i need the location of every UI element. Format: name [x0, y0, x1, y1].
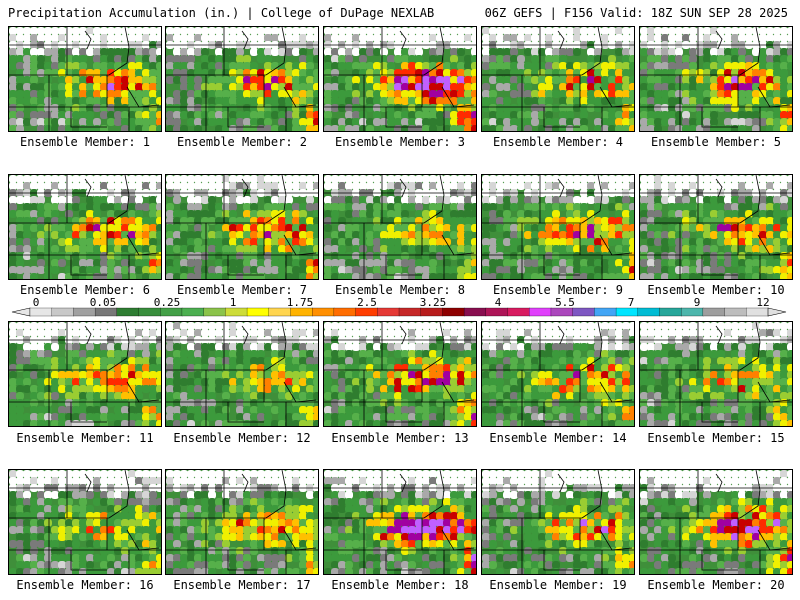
ensemble-member-label: Ensemble Member: 12 [173, 431, 311, 445]
colorbar-swatch [51, 307, 75, 317]
colorbar-tick-label: 5.5 [555, 296, 575, 309]
colorbar-swatch [398, 307, 422, 317]
colorbar-swatch [268, 307, 292, 317]
ensemble-member-map [481, 469, 635, 575]
ensemble-member-map [323, 26, 477, 132]
colorbar-swatch [29, 307, 53, 317]
colorbar-tick-label: 12 [756, 296, 770, 309]
ensemble-member-label: Ensemble Member: 15 [647, 431, 785, 445]
colorbar-swatch [116, 307, 140, 317]
ensemble-member-map [8, 174, 162, 280]
colorbar-tick-label: 1.75 [286, 296, 314, 309]
ensemble-member-label: Ensemble Member: 14 [489, 431, 627, 445]
colorbar-min-arrow [11, 307, 31, 317]
ensemble-member-map [8, 469, 162, 575]
figure-title: Precipitation Accumulation (in.) | Colle… [8, 6, 435, 20]
ensemble-member-map [323, 469, 477, 575]
colorbar-swatch [181, 307, 205, 317]
ensemble-member-label: Ensemble Member: 7 [176, 283, 308, 297]
colorbar-swatch [615, 307, 639, 317]
ensemble-member-label: Ensemble Member: 5 [650, 135, 782, 149]
ensemble-member-map [323, 321, 477, 427]
colorbar-tick-label: 0 [32, 296, 40, 309]
ensemble-member-label: Ensemble Member: 9 [492, 283, 624, 297]
colorbar-swatch [463, 307, 487, 317]
ensemble-member-label: Ensemble Member: 8 [334, 283, 466, 297]
colorbar-tick-label: 7 [627, 296, 635, 309]
ensemble-member-label: Ensemble Member: 3 [334, 135, 466, 149]
ensemble-member-label: Ensemble Member: 13 [331, 431, 469, 445]
ensemble-member-map [165, 174, 319, 280]
colorbar-tick-label: 0.25 [153, 296, 181, 309]
ensemble-member-map [8, 26, 162, 132]
ensemble-member-map [165, 26, 319, 132]
colorbar-swatch [507, 307, 530, 317]
colorbar-swatch [73, 307, 96, 317]
ensemble-member-map [323, 174, 477, 280]
colorbar-swatch [377, 307, 400, 317]
ensemble-member-label: Ensemble Member: 4 [492, 135, 624, 149]
colorbar-swatch [203, 307, 227, 317]
ensemble-member-label: Ensemble Member: 2 [176, 135, 308, 149]
colorbar-swatch [550, 307, 574, 317]
colorbar-swatch [529, 307, 552, 317]
colorbar-tick-label: 1 [229, 296, 237, 309]
colorbar-tick-label: 9 [693, 296, 701, 309]
colorbar-swatch [290, 307, 313, 317]
colorbar-swatch [724, 307, 747, 317]
ensemble-member-map [165, 469, 319, 575]
ensemble-member-label: Ensemble Member: 11 [16, 431, 154, 445]
colorbar-tick-label: 4 [494, 296, 502, 309]
colorbar-swatch [594, 307, 617, 317]
colorbar-swatch [746, 307, 769, 317]
ensemble-member-map [481, 321, 635, 427]
ensemble-member-label: Ensemble Member: 17 [173, 578, 311, 592]
colorbar-swatch [160, 307, 183, 317]
ensemble-member-map [8, 321, 162, 427]
ensemble-member-label: Ensemble Member: 6 [19, 283, 151, 297]
colorbar-swatch [312, 307, 335, 317]
colorbar-swatch [138, 307, 161, 317]
colorbar-swatch [572, 307, 596, 317]
colorbar-swatch [702, 307, 726, 317]
ensemble-member-label: Ensemble Member: 19 [489, 578, 627, 592]
colorbar-swatch [94, 307, 118, 317]
ensemble-member-label: Ensemble Member: 16 [16, 578, 154, 592]
colorbar-tick-label: 2.5 [357, 296, 377, 309]
colorbar-swatch [333, 307, 357, 317]
ensemble-member-map [639, 26, 793, 132]
colorbar-swatch [420, 307, 444, 317]
colorbar-swatch [659, 307, 682, 317]
ensemble-member-map [639, 321, 793, 427]
run-valid-time: 06Z GEFS | F156 Valid: 18Z SUN SEP 28 20… [484, 6, 788, 20]
ensemble-member-label: Ensemble Member: 18 [331, 578, 469, 592]
ensemble-member-label: Ensemble Member: 20 [647, 578, 785, 592]
colorbar-tick-label: 0.05 [89, 296, 117, 309]
colorbar-tick-label: 3.25 [419, 296, 447, 309]
ensemble-member-map [481, 174, 635, 280]
colorbar-swatch [681, 307, 704, 317]
colorbar-swatch [355, 307, 378, 317]
colorbar-swatch [442, 307, 465, 317]
ensemble-member-map [481, 26, 635, 132]
ensemble-member-map [639, 469, 793, 575]
ensemble-member-label: Ensemble Member: 1 [19, 135, 151, 149]
colorbar-swatch [246, 307, 270, 317]
colorbar-max-arrow [767, 307, 787, 317]
ensemble-member-map [639, 174, 793, 280]
precip-colorbar [11, 307, 787, 317]
ensemble-member-label: Ensemble Member: 10 [647, 283, 785, 297]
colorbar-swatch [485, 307, 509, 317]
ensemble-member-map [165, 321, 319, 427]
colorbar-swatch [225, 307, 248, 317]
colorbar-swatch [637, 307, 661, 317]
